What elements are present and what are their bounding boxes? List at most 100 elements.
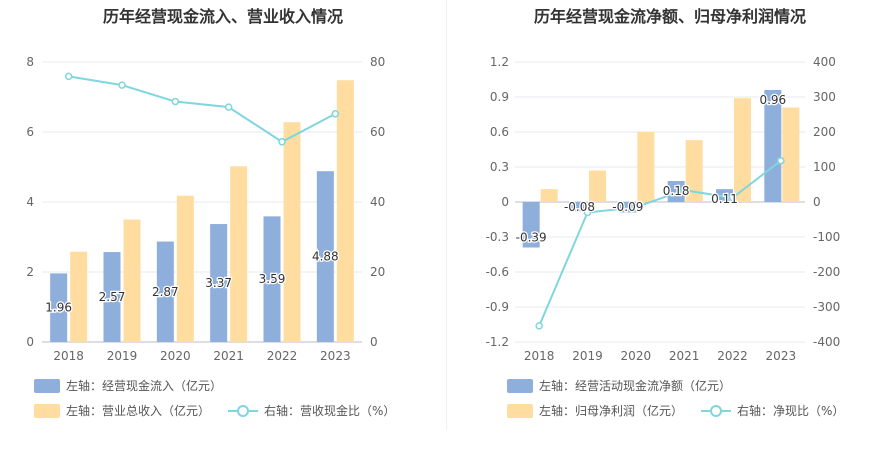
series-line-cash-ratio <box>68 75 336 143</box>
legend-label: 左轴：经营现金流入（亿元） <box>66 379 223 393</box>
data-label: -0.39 <box>516 231 547 245</box>
y-right-tick-label: -200 <box>813 265 840 279</box>
bar-net-profit <box>734 98 751 202</box>
legend-swatch-blue <box>34 378 60 393</box>
y-left-tick-label: 8 <box>26 55 34 69</box>
legend-item-cash-inflow[interactable]: 左轴：经营现金流入（亿元） <box>34 377 222 394</box>
x-tick-label: 2023 <box>766 349 797 360</box>
bar-cash-inflow <box>50 273 68 342</box>
legend-label: 左轴：归母净利润（亿元） <box>539 404 684 418</box>
legend-label: 左轴：营业总收入（亿元） <box>66 404 211 418</box>
data-label: 3.59 <box>259 272 286 286</box>
x-tick-label: 2023 <box>320 349 351 360</box>
y-right-tick-label: 40 <box>370 195 385 209</box>
x-tick-label: 2021 <box>669 349 700 360</box>
legend-item-cash-ratio[interactable]: 右轴：营收现金比（%） <box>228 402 395 419</box>
y-right-tick-label: 0 <box>813 195 821 209</box>
y-right-tick-label: 300 <box>813 90 836 104</box>
y-left-tick-label: 1.2 <box>490 55 509 69</box>
x-tick-label: 2020 <box>160 349 191 360</box>
chart-panel-net-cash-profit: 历年经营现金流净额、归母净利润情况 -1.2 -0.9 -0.6 -0.3 0 0.3 0.… <box>447 0 893 458</box>
chart-title: 历年经营现金流入、营业收入情况 <box>102 7 343 26</box>
y-right-tick-label: 200 <box>813 125 836 139</box>
data-label: 3.37 <box>205 276 232 290</box>
y-left-tick-label: -1.2 <box>486 335 509 349</box>
y-left-tick-label: 0.9 <box>490 90 509 104</box>
data-label: 2.87 <box>152 285 179 299</box>
legend-item-net-profit[interactable]: 左轴：归母净利润（亿元） <box>507 402 683 419</box>
y-right-tick-label: 100 <box>813 160 836 174</box>
bar-net-profit <box>540 189 558 202</box>
legend-item-revenue[interactable]: 左轴：营业总收入（亿元） <box>34 402 210 419</box>
bar-net-cash-flow <box>667 181 685 202</box>
series-line-net-cash-ratio <box>538 159 782 327</box>
legend-swatch-orange <box>507 403 533 418</box>
chart-title: 历年经营现金流净额、归母净利润情况 <box>533 7 806 26</box>
bar-net-cash-flow <box>522 202 540 248</box>
panel-divider <box>446 0 447 430</box>
x-tick-label: 2018 <box>524 349 555 360</box>
x-tick-label: 2018 <box>53 349 84 360</box>
x-tick-label: 2019 <box>572 349 603 360</box>
bar-revenue <box>176 195 194 342</box>
data-label: 2.57 <box>99 290 126 304</box>
y-right-tick-label: -100 <box>813 230 840 244</box>
legend-item-net-cash-flow[interactable]: 左轴：经营活动现金流净额（亿元） <box>507 377 731 394</box>
line-point <box>535 322 543 330</box>
legend-label: 右轴：营收现金比（%） <box>264 404 396 418</box>
y-right-tick-label: -400 <box>813 335 840 349</box>
bar-cash-inflow <box>210 224 228 342</box>
y-left-tick-label: -0.9 <box>486 300 509 314</box>
line-point <box>118 81 126 89</box>
bar-revenue <box>123 219 141 342</box>
legend-label: 右轴：净现比（%） <box>737 404 845 418</box>
bar-cash-inflow <box>156 241 174 342</box>
line-point <box>171 97 180 106</box>
bar-net-profit <box>782 107 800 202</box>
bar-net-cash-flow <box>571 202 588 212</box>
legend-item-net-cash-ratio[interactable]: 右轴：净现比（%） <box>701 402 844 419</box>
bar-net-profit <box>589 170 606 202</box>
y-left-tick-label: -0.6 <box>486 265 509 279</box>
chart-plot: -1.2 -0.9 -0.6 -0.3 0 0.3 0.6 0.9 1.2 -400 -300 -20… <box>486 55 841 360</box>
line-point <box>583 208 592 217</box>
legend-line-marker <box>701 404 731 418</box>
data-label: 0.18 <box>663 184 690 198</box>
y-left-tick-label: 0.3 <box>490 160 509 174</box>
bar-net-profit <box>637 132 655 202</box>
x-tick-label: 2020 <box>621 349 652 360</box>
bar-revenue <box>70 251 88 342</box>
y-right-tick-label: 20 <box>370 265 385 279</box>
x-tick-label: 2021 <box>213 349 244 360</box>
x-tick-label: 2019 <box>107 349 138 360</box>
legend-label: 左轴：经营活动现金流净额（亿元） <box>539 379 732 393</box>
x-tick-label: 2022 <box>717 349 748 360</box>
legend-swatch-blue <box>507 378 533 393</box>
bar-revenue <box>336 80 354 342</box>
y-left-tick-label: 0 <box>26 335 34 349</box>
bar-revenue <box>230 166 248 342</box>
line-point <box>728 194 737 202</box>
y-right-tick-label: -300 <box>813 300 840 314</box>
y-left-tick-label: 6 <box>26 125 34 139</box>
legend-swatch-orange <box>34 403 60 418</box>
bar-cash-inflow <box>103 252 121 342</box>
data-label: 4.88 <box>312 250 339 264</box>
y-right-tick-label: 0 <box>370 335 378 349</box>
y-right-tick-label: 60 <box>370 125 385 139</box>
chart-panel-cash-inflow-revenue: 历年经营现金流入、营业收入情况 0 2 4 6 8 0 20 40 60 80 2018 2019 20… <box>0 0 446 458</box>
y-left-tick-label: -0.3 <box>486 230 509 244</box>
line-point <box>680 186 688 194</box>
line-point <box>331 110 340 118</box>
data-label: -0.08 <box>564 200 595 214</box>
line-point <box>64 72 73 81</box>
data-label: -0.09 <box>612 200 643 214</box>
line-point <box>777 156 785 165</box>
y-right-tick-label: 400 <box>813 55 836 69</box>
y-left-tick-label: 0.6 <box>490 125 509 139</box>
y-left-tick-label: 2 <box>26 265 34 279</box>
y-left-tick-label: 4 <box>26 195 34 209</box>
data-label: 1.96 <box>45 301 72 315</box>
bar-cash-inflow <box>263 216 281 342</box>
